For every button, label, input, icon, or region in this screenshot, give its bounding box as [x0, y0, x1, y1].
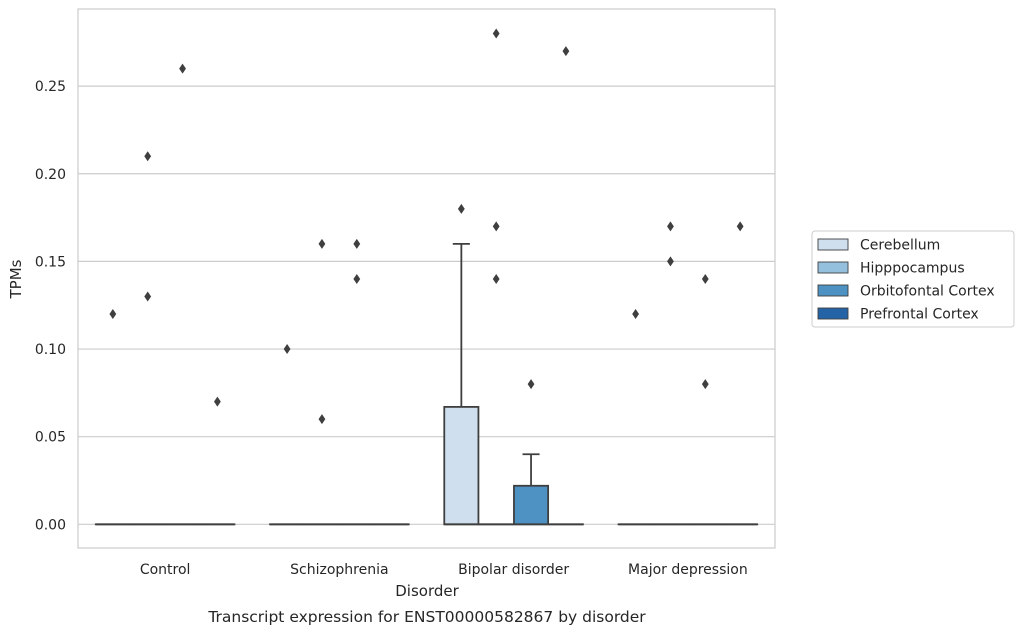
chart-caption: Transcript expression for ENST0000058286…	[207, 608, 646, 626]
box	[513, 484, 550, 526]
outlier-point	[318, 414, 326, 425]
outlier-point	[527, 379, 535, 390]
legend-swatch	[817, 307, 849, 320]
outlier-point	[492, 28, 500, 39]
legend-swatch	[817, 238, 849, 251]
legend-label: Orbitofontal Cortex	[860, 284, 995, 300]
outlier-point	[701, 379, 709, 390]
x-tick-label: Control	[140, 562, 191, 578]
outlier-point	[562, 46, 570, 57]
outlier-point	[701, 273, 709, 284]
outlier-point	[736, 221, 744, 232]
y-tick-label: 0.05	[35, 430, 66, 446]
outlier-point	[492, 273, 500, 284]
y-tick-labels: 0.00 0.05 0.10 0.15 0.20 0.25	[35, 79, 66, 533]
outlier-point	[109, 308, 117, 319]
outlier-point	[667, 256, 674, 267]
y-tick-label: 0.25	[35, 79, 66, 95]
outlier-point	[667, 221, 674, 232]
outlier-point	[179, 63, 186, 74]
legend-label: Cerebellum	[860, 238, 940, 254]
plot-background	[78, 9, 775, 548]
legend-label: Hipppocampus	[860, 261, 965, 277]
y-tick-label: 0.20	[35, 167, 66, 183]
series-prefrontal-cortex	[199, 46, 759, 526]
outlier-point	[283, 344, 291, 355]
series-hipppocampus	[129, 28, 689, 526]
legend: Cerebellum Hipppocampus Orbitofontal Corte…	[811, 230, 1015, 328]
outlier-point	[318, 238, 326, 249]
plot-frame	[77, 8, 776, 549]
outlier-point	[144, 151, 152, 162]
outlier-point	[457, 203, 465, 214]
series-cerebellum	[94, 203, 654, 526]
outlier-point	[214, 396, 221, 407]
x-tick-label: Bipolar disorder	[458, 562, 569, 578]
legend-swatch	[817, 284, 849, 297]
y-tick-label: 0.10	[35, 342, 66, 358]
x-tick-label: Major depression	[628, 562, 748, 578]
series-orbitofontal-cortex	[164, 63, 724, 526]
outlier-point	[353, 238, 361, 249]
box	[443, 405, 480, 526]
y-tick-label: 0.15	[35, 254, 66, 270]
y-axis-label: TPMs	[7, 259, 25, 299]
outlier-point	[144, 291, 152, 302]
x-tick-label: Schizophrenia	[290, 562, 388, 578]
box-series	[94, 28, 759, 526]
x-category-labels: Control Schizophrenia Bipolar disorder Majo…	[140, 562, 748, 578]
x-axis-label: Disorder	[395, 582, 459, 600]
outlier-point	[632, 308, 639, 319]
outlier-point	[492, 221, 500, 232]
outlier-point	[353, 273, 361, 284]
y-tick-label: 0.00	[35, 517, 66, 533]
legend-frame	[811, 230, 1015, 328]
legend-label: Prefrontal Cortex	[860, 307, 979, 323]
legend-swatch	[817, 261, 849, 274]
